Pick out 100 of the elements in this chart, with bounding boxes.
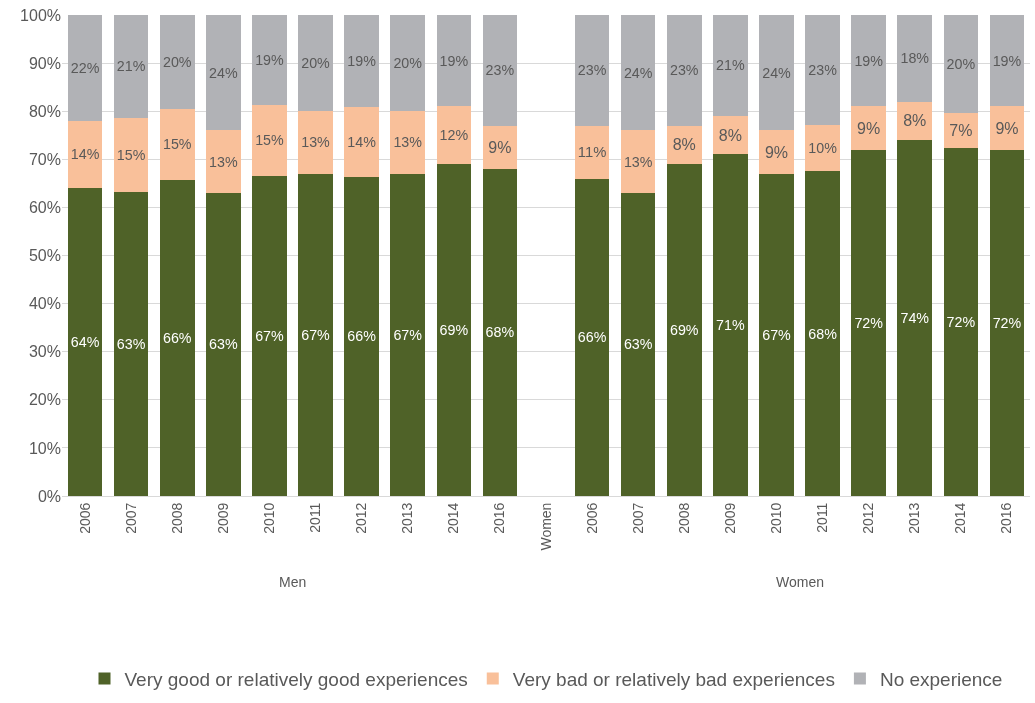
data-label: 15% xyxy=(162,136,192,153)
bar xyxy=(113,117,149,192)
bar xyxy=(344,176,379,496)
data-label: 20% xyxy=(946,55,976,72)
x-tick-label: 2014 xyxy=(445,502,462,534)
data-label: 20% xyxy=(393,55,423,72)
data-label: 68% xyxy=(485,324,515,341)
data-label: 23% xyxy=(670,62,699,79)
data-label: 24% xyxy=(623,64,653,81)
x-tick-label: 2011 xyxy=(307,502,324,533)
data-label: 63% xyxy=(116,335,146,352)
text: Men xyxy=(279,574,307,590)
data-label: 20% xyxy=(301,55,331,72)
data-label: 19% xyxy=(439,52,469,69)
bar xyxy=(206,130,241,193)
bar xyxy=(805,171,840,496)
data-label: 74% xyxy=(900,309,930,326)
x-tick-label: 2016 xyxy=(998,502,1015,534)
bar xyxy=(113,15,149,118)
data-label: 13% xyxy=(301,134,331,151)
data-label: 68% xyxy=(808,325,838,342)
data-label: 20% xyxy=(162,53,192,70)
data-label: 63% xyxy=(209,336,238,353)
y-tick-label: 70% xyxy=(28,150,61,168)
data-label: 69% xyxy=(439,321,469,338)
bar xyxy=(252,105,287,176)
x-tick-label: 2013 xyxy=(906,502,923,534)
data-label: 9% xyxy=(488,138,512,156)
data-label: 67% xyxy=(301,326,331,343)
bar xyxy=(159,179,195,496)
data-label: 13% xyxy=(393,134,423,151)
data-label: 14% xyxy=(70,146,100,163)
data-label: 13% xyxy=(623,153,653,170)
bar xyxy=(620,192,656,496)
data-label: 19% xyxy=(255,52,285,69)
x-tick-label: 2010 xyxy=(260,502,277,534)
bar xyxy=(713,154,748,496)
x-tick-label: 2016 xyxy=(491,502,508,534)
data-label: 72% xyxy=(946,314,976,331)
bar xyxy=(805,15,840,126)
y-tick-label: 80% xyxy=(28,102,61,120)
data-label: 21% xyxy=(116,58,146,75)
data-label: 24% xyxy=(209,64,238,81)
bar xyxy=(206,192,241,496)
x-tick-label: 2010 xyxy=(768,502,785,534)
bar xyxy=(667,15,702,126)
x-tick-label: 2013 xyxy=(399,502,416,534)
bar xyxy=(436,106,472,165)
data-label: 23% xyxy=(485,62,515,79)
data-label: 71% xyxy=(716,317,745,334)
data-label: 67% xyxy=(762,326,792,343)
text: Women xyxy=(776,574,824,590)
data-label: 7% xyxy=(949,121,973,139)
data-label: 15% xyxy=(255,132,285,149)
data-label: 9% xyxy=(764,143,789,161)
bar xyxy=(574,178,610,496)
bar xyxy=(851,106,886,150)
bar xyxy=(344,15,379,108)
data-label: 9% xyxy=(995,119,1019,137)
bar xyxy=(897,15,933,102)
data-label: 23% xyxy=(577,62,607,79)
y-tick-label: 20% xyxy=(28,391,61,409)
bar xyxy=(989,15,1025,107)
data-label: 67% xyxy=(255,327,285,344)
y-tick-label: 100% xyxy=(20,6,61,24)
bar xyxy=(620,130,656,193)
data-label: 22% xyxy=(70,59,100,76)
x-tick-label: Women xyxy=(537,502,554,551)
y-tick-label: 10% xyxy=(28,439,61,457)
bar xyxy=(759,173,794,496)
x-tick-label: 2007 xyxy=(122,502,139,534)
bar xyxy=(574,125,610,179)
data-label: 19% xyxy=(854,52,884,69)
x-tick-label: 2011 xyxy=(814,502,831,533)
bar xyxy=(252,15,287,106)
data-label: 69% xyxy=(670,321,699,338)
bar xyxy=(989,149,1025,496)
bar xyxy=(667,164,702,496)
x-tick-label: 2012 xyxy=(860,502,877,534)
bar xyxy=(574,15,610,126)
bar xyxy=(482,168,518,496)
x-tick-label: 2014 xyxy=(952,502,969,534)
bar xyxy=(713,15,748,117)
bar xyxy=(298,173,333,496)
y-tick-label: 60% xyxy=(28,199,61,216)
legend-label: No experience xyxy=(879,668,1003,690)
data-label: 21% xyxy=(716,57,745,74)
bar xyxy=(344,107,379,177)
bar xyxy=(897,140,933,496)
bar xyxy=(67,15,103,121)
x-tick-label: 2009 xyxy=(214,502,231,534)
data-label: 12% xyxy=(439,127,469,144)
x-tick-label: 2006 xyxy=(583,502,600,534)
data-label: 8% xyxy=(672,136,696,154)
bar xyxy=(113,191,149,496)
data-label: 72% xyxy=(992,314,1022,331)
x-tick-label: 2012 xyxy=(353,502,370,534)
data-label: 15% xyxy=(116,146,146,163)
y-tick-label: 30% xyxy=(28,343,61,361)
bar xyxy=(759,130,794,174)
